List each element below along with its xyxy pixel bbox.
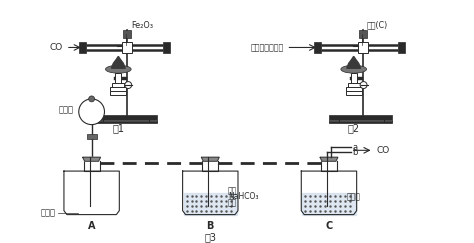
Bar (79, 42, 86, 53)
Text: A: A (88, 221, 95, 232)
Bar (346, 91, 362, 95)
Bar (314, 42, 321, 53)
Polygon shape (84, 161, 100, 171)
Text: 图2: 图2 (347, 123, 360, 134)
Text: CO: CO (376, 146, 390, 155)
Bar (348, 83, 360, 88)
Polygon shape (320, 157, 338, 161)
Text: C: C (325, 221, 333, 232)
Bar (329, 115, 392, 120)
Text: CO: CO (50, 43, 63, 52)
Text: NaHCO₃: NaHCO₃ (228, 192, 259, 201)
Text: 图1: 图1 (112, 123, 124, 134)
Bar (110, 87, 126, 92)
Bar (358, 42, 367, 53)
Text: b: b (353, 148, 358, 157)
Text: 溶液: 溶液 (228, 198, 237, 207)
Bar (93, 120, 157, 122)
Bar (93, 121, 157, 123)
Polygon shape (83, 157, 100, 161)
Bar (329, 120, 392, 122)
Ellipse shape (341, 65, 366, 73)
Text: 稀盐酸: 稀盐酸 (59, 105, 74, 114)
Polygon shape (347, 56, 361, 68)
Polygon shape (301, 171, 356, 215)
Polygon shape (302, 193, 356, 215)
Text: B: B (207, 221, 214, 232)
Text: 饱和: 饱和 (228, 186, 237, 195)
Bar (110, 91, 126, 95)
Bar (112, 83, 124, 88)
Bar (115, 73, 121, 85)
Bar (329, 121, 392, 123)
Text: Fe₂O₃: Fe₂O₃ (131, 21, 153, 30)
Circle shape (79, 99, 104, 125)
Ellipse shape (83, 108, 100, 120)
Bar (87, 134, 97, 139)
Text: a: a (353, 143, 358, 152)
Polygon shape (202, 161, 218, 171)
Text: 浓瞆酸: 浓瞆酸 (347, 192, 361, 201)
Bar (359, 30, 366, 38)
Bar (122, 42, 132, 53)
Bar (163, 42, 170, 53)
Polygon shape (321, 161, 337, 171)
Circle shape (360, 82, 367, 88)
Polygon shape (64, 171, 119, 215)
Circle shape (89, 96, 95, 102)
Bar (123, 30, 131, 38)
Polygon shape (182, 171, 238, 215)
Circle shape (125, 82, 132, 88)
Text: 砒粉(C): 砒粉(C) (366, 21, 388, 30)
Bar (350, 77, 363, 80)
Polygon shape (201, 157, 219, 161)
Bar (93, 115, 157, 120)
Bar (114, 77, 127, 80)
Polygon shape (111, 56, 125, 68)
Text: 气体（纯帋物）: 气体（纯帋物） (250, 43, 283, 52)
Ellipse shape (106, 65, 131, 73)
Bar (346, 87, 362, 92)
Text: 图3: 图3 (204, 232, 216, 242)
Polygon shape (183, 193, 237, 215)
Bar (398, 42, 405, 53)
Text: 大理石: 大理石 (41, 208, 56, 217)
Bar (351, 73, 356, 85)
